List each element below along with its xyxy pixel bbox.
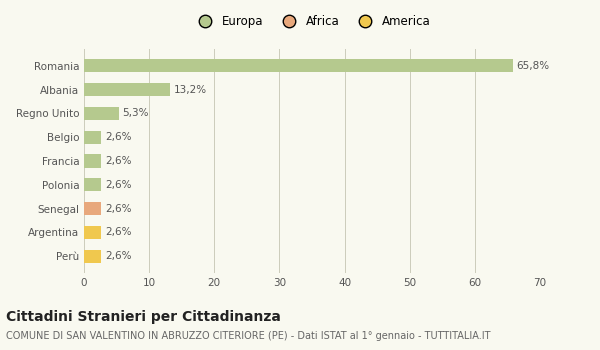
Bar: [84, 154, 101, 168]
Bar: [84, 250, 101, 263]
Bar: [84, 107, 119, 120]
Text: 2,6%: 2,6%: [105, 251, 131, 261]
Bar: [84, 202, 101, 215]
Bar: [84, 178, 101, 191]
Text: 2,6%: 2,6%: [105, 228, 131, 237]
Legend: Europa, Africa, America: Europa, Africa, America: [188, 10, 436, 33]
Text: 13,2%: 13,2%: [174, 85, 207, 95]
Bar: [84, 59, 512, 72]
Text: 2,6%: 2,6%: [105, 180, 131, 190]
Text: 2,6%: 2,6%: [105, 132, 131, 142]
Text: 2,6%: 2,6%: [105, 156, 131, 166]
Text: 65,8%: 65,8%: [517, 61, 550, 71]
Text: COMUNE DI SAN VALENTINO IN ABRUZZO CITERIORE (PE) - Dati ISTAT al 1° gennaio - T: COMUNE DI SAN VALENTINO IN ABRUZZO CITER…: [6, 331, 491, 341]
Bar: [84, 131, 101, 144]
Text: Cittadini Stranieri per Cittadinanza: Cittadini Stranieri per Cittadinanza: [6, 310, 281, 324]
Text: 5,3%: 5,3%: [122, 108, 149, 118]
Bar: [84, 83, 170, 96]
Bar: [84, 226, 101, 239]
Text: 2,6%: 2,6%: [105, 204, 131, 214]
